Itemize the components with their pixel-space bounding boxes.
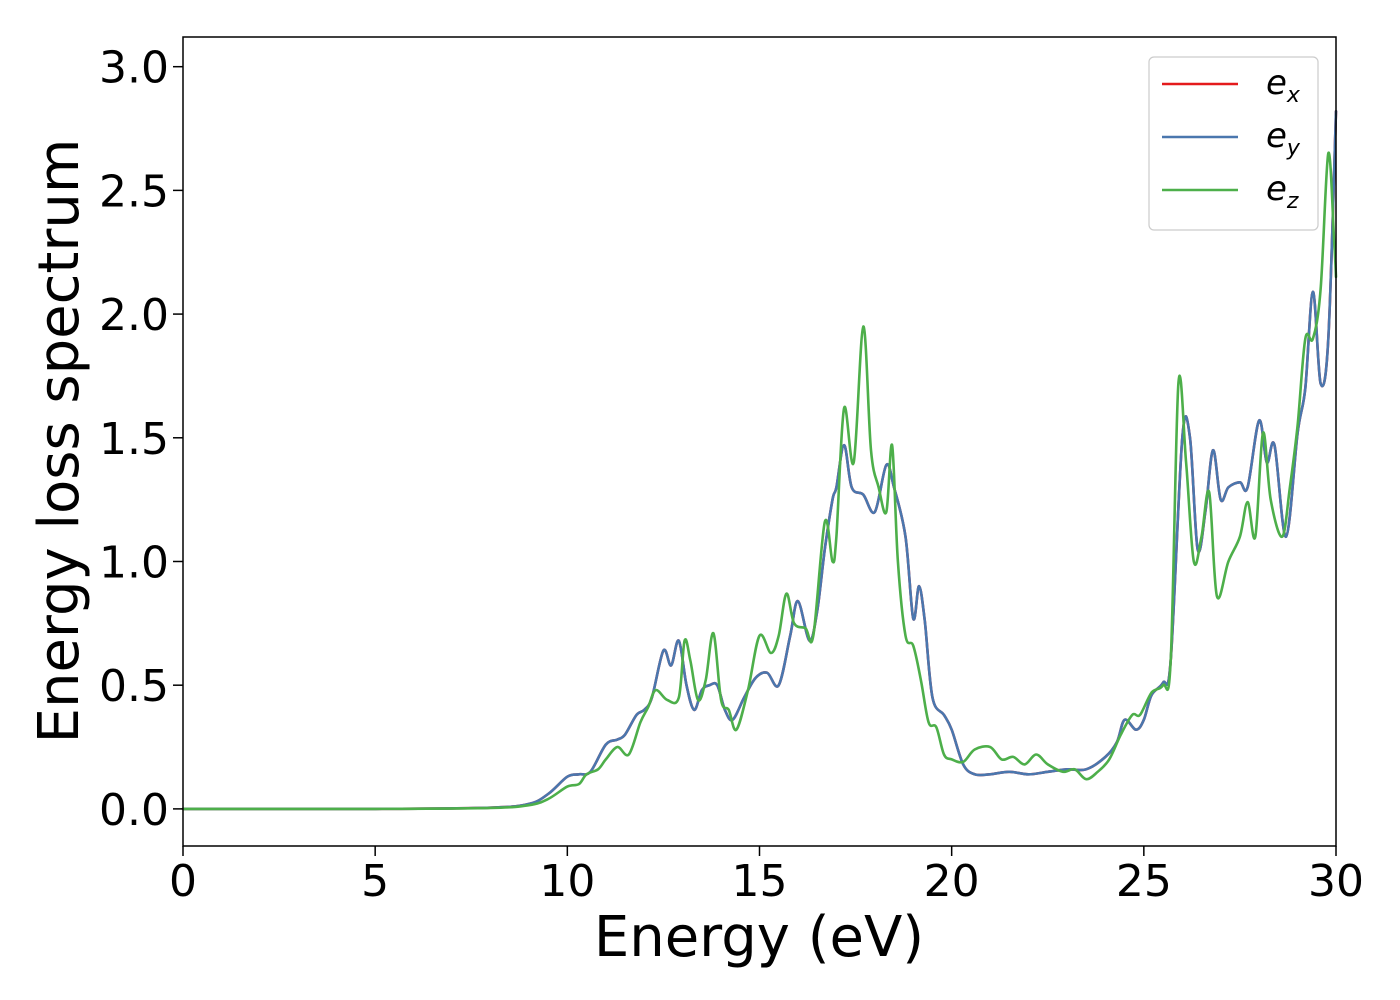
series-line-z (181, 151, 1338, 811)
x-tick-label: 20 (924, 856, 980, 907)
y-tick-label: 1.0 (99, 537, 169, 588)
x-axis-label: Energy (eV) (594, 905, 924, 970)
legend-label-z: ez (1266, 169, 1299, 214)
y-tick-label: 2.5 (99, 166, 169, 217)
y-tick-label: 0.0 (99, 785, 169, 836)
y-tick-label: 0.5 (99, 661, 169, 712)
x-tick-label: 15 (732, 856, 788, 907)
x-tick-label: 10 (539, 856, 595, 907)
series-layer (181, 109, 1338, 811)
y-tick-label: 2.0 (99, 290, 169, 341)
y-axis-ticks: 0.0 0.5 1.0 1.5 2.0 2.5 3.0 (99, 43, 183, 836)
y-tick-label: 3.0 (99, 43, 169, 94)
x-axis-ticks: 0 5 10 15 20 25 30 (169, 846, 1364, 907)
legend-box (1148, 56, 1319, 231)
x-tick-label: 0 (169, 856, 197, 907)
y-tick-label: 1.5 (99, 414, 169, 465)
x-tick-label: 30 (1308, 856, 1364, 907)
series-line-y (181, 109, 1338, 811)
x-tick-label: 25 (1116, 856, 1172, 907)
y-axis-label: Energy loss spectrum (27, 139, 92, 744)
x-tick-label: 5 (361, 856, 389, 907)
